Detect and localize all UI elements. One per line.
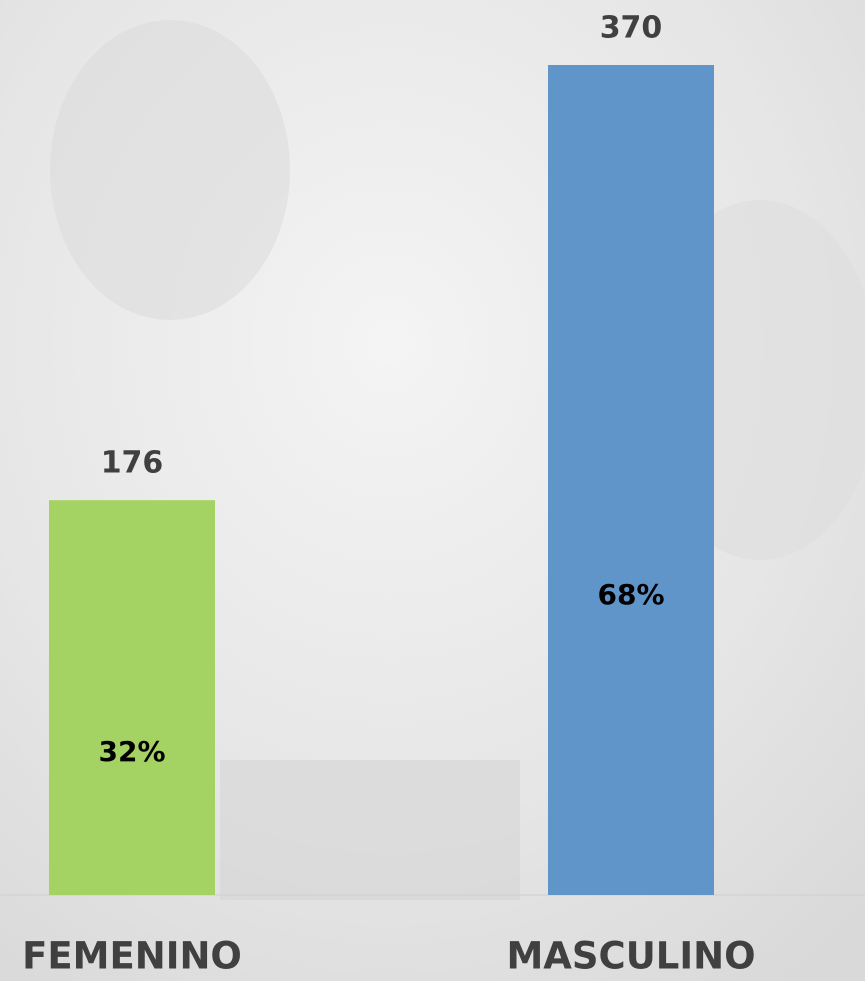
value-label: 176 [101, 446, 164, 481]
percent-label: 32% [98, 735, 165, 768]
bg-shape [50, 20, 290, 320]
category-label: MASCULINO [506, 935, 755, 978]
percent-label: 68% [597, 578, 664, 611]
bg-shape [220, 760, 520, 900]
value-label: 370 [600, 11, 663, 46]
category-label: FEMENINO [22, 935, 242, 978]
bar [49, 500, 215, 895]
bar [548, 65, 714, 895]
